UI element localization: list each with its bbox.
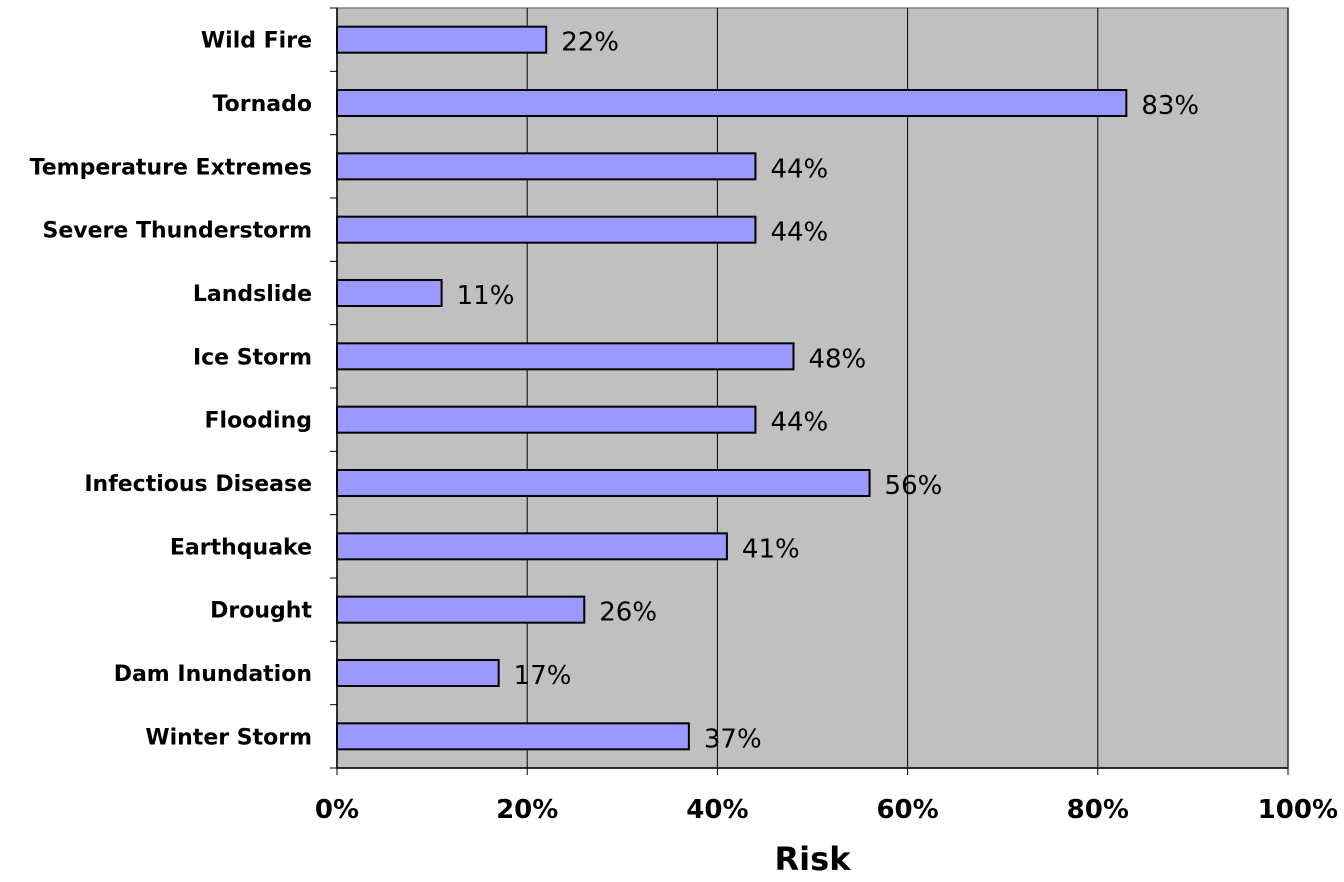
gridlines bbox=[526, 8, 1289, 768]
bar-ice-storm bbox=[336, 342, 795, 371]
bar-winter-storm bbox=[336, 722, 690, 751]
x-axis: 0% 20% 40% 60% 80% 100% bbox=[315, 767, 1338, 825]
x-tick-label: 0% bbox=[315, 795, 359, 825]
plot-background bbox=[336, 7, 1289, 769]
bar-dam-inundation bbox=[336, 659, 500, 687]
category-label: Dam Inundation bbox=[114, 662, 312, 687]
category-label: Earthquake bbox=[170, 535, 312, 560]
data-label: 17% bbox=[514, 661, 572, 691]
data-labels: 22% 83% 44% 44% 11% 48% 44% 56% 41% 26% 17% 37% bbox=[457, 28, 1200, 755]
x-tick-label: 100% bbox=[1258, 795, 1338, 825]
x-tick-label: 20% bbox=[496, 795, 558, 825]
category-label: Winter Storm bbox=[145, 725, 312, 750]
data-label: 37% bbox=[704, 724, 762, 754]
y-axis: Wild Fire Tornado Temperature Extremes Seve… bbox=[30, 7, 338, 769]
data-label: 41% bbox=[742, 534, 800, 564]
data-label: 22% bbox=[561, 28, 619, 58]
data-label: 83% bbox=[1141, 91, 1199, 121]
bar-tornado bbox=[336, 89, 1128, 117]
category-label: Flooding bbox=[205, 409, 313, 434]
bar-severe-thunderstorm bbox=[336, 215, 757, 244]
data-label: 26% bbox=[599, 598, 657, 628]
data-label: 11% bbox=[457, 281, 515, 311]
category-label: Infectious Disease bbox=[84, 472, 312, 497]
bar-temperature-extremes bbox=[336, 152, 757, 181]
bar-drought bbox=[336, 595, 586, 624]
category-label: Temperature Extremes bbox=[30, 155, 312, 180]
data-label: 48% bbox=[808, 344, 866, 374]
category-label: Wild Fire bbox=[201, 29, 312, 54]
bar-wild-fire bbox=[336, 25, 548, 54]
bar-infectious-disease bbox=[336, 469, 871, 497]
category-label: Ice Storm bbox=[193, 345, 312, 370]
x-axis-title: Risk bbox=[775, 840, 852, 878]
bar-landslide bbox=[336, 279, 443, 307]
x-tick-label: 80% bbox=[1067, 795, 1129, 825]
x-tick-label: 40% bbox=[686, 795, 748, 825]
bar-flooding bbox=[336, 405, 757, 434]
data-label: 44% bbox=[770, 408, 828, 438]
data-label: 44% bbox=[770, 154, 828, 184]
data-label: 44% bbox=[770, 218, 828, 248]
category-label: Severe Thunderstorm bbox=[43, 219, 312, 244]
bar-earthquake bbox=[336, 532, 728, 561]
x-tick-label: 60% bbox=[876, 795, 938, 825]
data-label: 56% bbox=[885, 471, 943, 501]
category-label: Drought bbox=[210, 599, 312, 624]
category-label: Tornado bbox=[213, 92, 312, 117]
category-label: Landslide bbox=[193, 282, 312, 307]
